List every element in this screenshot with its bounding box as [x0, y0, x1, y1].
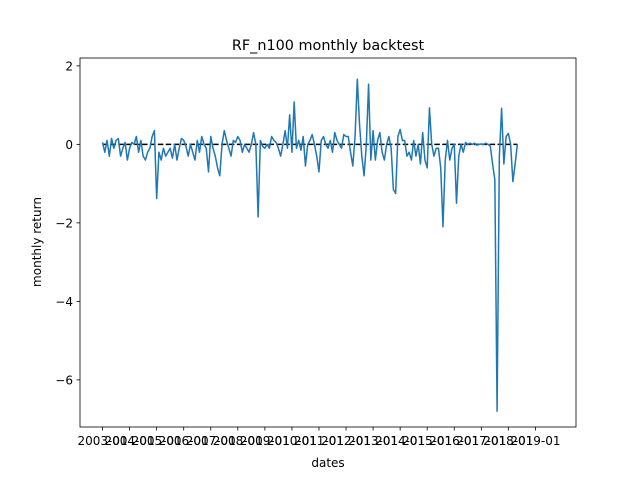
- y-axis-label: monthly return: [30, 197, 44, 287]
- y-tick-label: −2: [55, 216, 73, 230]
- x-tick-label: 2009-01: [240, 434, 290, 448]
- y-tick-label: 2: [65, 59, 73, 73]
- x-tick-label: 2005-01: [132, 434, 182, 448]
- y-tick-label: 0: [65, 138, 73, 152]
- x-tick-label: 2003-01: [77, 434, 127, 448]
- x-tick-label: 2015-01: [402, 434, 452, 448]
- x-tick-label: 2008-01: [213, 434, 263, 448]
- axes-frame: [79, 57, 577, 428]
- x-tick-label: 2019-01: [510, 434, 560, 448]
- x-tick-label: 2010-01: [267, 434, 317, 448]
- x-tick-label: 2017-01: [456, 434, 506, 448]
- x-tick-label: 2011-01: [294, 434, 344, 448]
- x-tick-label: 2014-01: [375, 434, 425, 448]
- chart-title: RF_n100 monthly backtest: [232, 38, 425, 54]
- x-tick-label: 2016-01: [429, 434, 479, 448]
- y-axis: 2 0 −2 −4 −6: [55, 59, 80, 387]
- series-line-returns: [101, 78, 519, 413]
- x-tick-label: 2004-01: [105, 434, 155, 448]
- y-tick-label: −6: [55, 373, 73, 387]
- x-axis: 2003-012004-012005-012006-012007-012008-…: [77, 427, 560, 448]
- x-tick-label: 2018-01: [483, 434, 533, 448]
- x-tick-label: 2012-01: [321, 434, 371, 448]
- x-axis-label: dates: [311, 456, 344, 470]
- x-tick-label: 2006-01: [159, 434, 209, 448]
- plot-area: [101, 78, 519, 413]
- x-tick-label: 2007-01: [186, 434, 236, 448]
- y-tick-label: −4: [55, 295, 73, 309]
- x-tick-label: 2013-01: [348, 434, 398, 448]
